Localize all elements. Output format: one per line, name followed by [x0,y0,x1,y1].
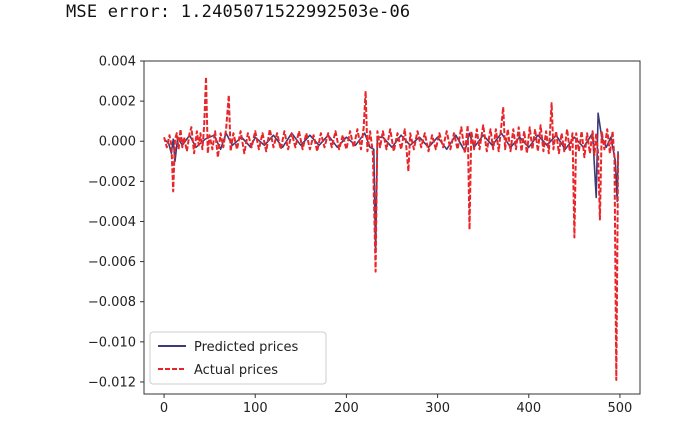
series-layer [163,76,620,381]
y-tick-label: −0.006 [88,255,136,270]
x-tick-label: 200 [334,401,359,416]
y-tick-label: 0.000 [99,135,136,150]
x-tick-label: 0 [160,401,168,416]
legend: Predicted prices Actual prices [149,331,327,385]
x-axis: 0 100 200 300 400 500 [160,394,632,416]
y-tick-label: −0.010 [88,335,136,350]
x-tick-label: 100 [243,401,268,416]
legend-label: Predicted prices [194,340,299,355]
x-tick-label: 400 [516,401,541,416]
y-tick-label: −0.012 [88,375,136,390]
y-axis: 0.004 0.002 0.000 −0.002 −0.004 −0.006 −0.008 −… [88,55,144,390]
x-tick-label: 300 [425,401,450,416]
mse-output-text: MSE error: 1.2405071522992503e-06 [66,2,411,22]
y-tick-label: −0.004 [88,215,136,230]
y-tick-label: −0.008 [88,295,136,310]
y-tick-label: −0.002 [88,175,136,190]
y-tick-label: 0.002 [99,95,136,110]
legend-box [149,331,327,385]
plot-frame [143,60,641,395]
x-tick-label: 500 [608,401,633,416]
series-line-actual-prices [163,76,620,381]
y-tick-label: 0.004 [99,55,136,70]
legend-label: Actual prices [194,363,278,378]
